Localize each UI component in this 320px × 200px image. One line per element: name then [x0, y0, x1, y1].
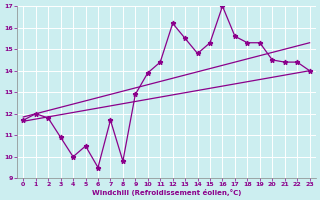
- X-axis label: Windchill (Refroidissement éolien,°C): Windchill (Refroidissement éolien,°C): [92, 189, 241, 196]
